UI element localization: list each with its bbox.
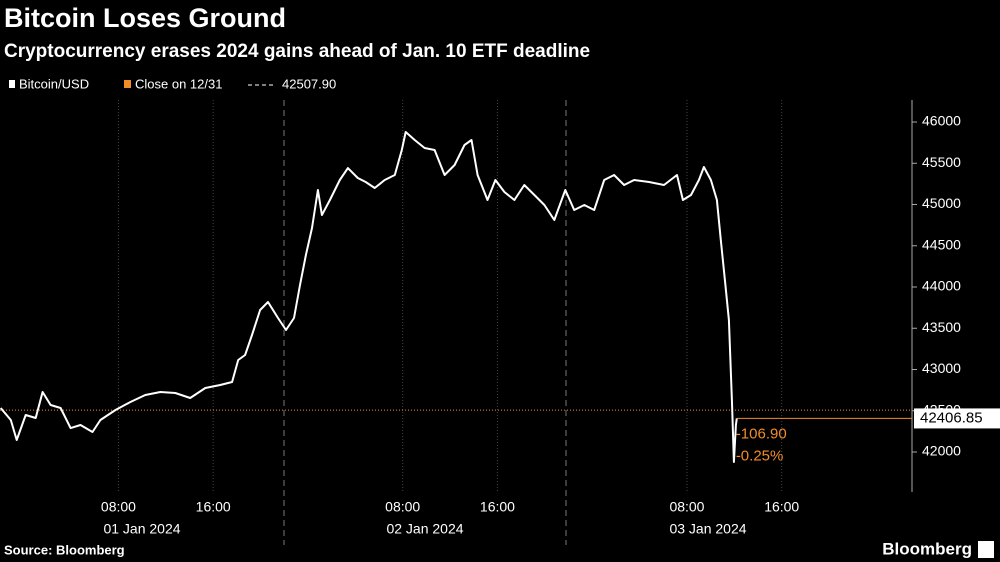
- x-tick-label: 16:00: [764, 499, 799, 515]
- line: [0, 131, 738, 463]
- y-tick-label: 44000: [922, 278, 961, 294]
- x-tick-label: 16:00: [196, 499, 231, 515]
- source: Source: Bloomberg: [4, 542, 125, 557]
- last-value-box: [914, 408, 1000, 429]
- brand: Bloomberg: [882, 539, 972, 558]
- chart-title: Bitcoin Loses Ground: [4, 3, 286, 33]
- y-tick-label: 46000: [922, 113, 961, 129]
- day-label: 01 Jan 2024: [103, 521, 180, 537]
- x-tick-label: 16:00: [480, 499, 515, 515]
- legend-label: Close on 12/31: [135, 76, 222, 91]
- legend-value: 42507.90: [282, 76, 336, 91]
- day-label: 02 Jan 2024: [386, 521, 463, 537]
- legend-label: Bitcoin/USD: [19, 76, 89, 91]
- annotation: -0.25%: [736, 447, 784, 464]
- legend-swatch: [9, 80, 15, 88]
- chart-subtitle: Cryptocurrency erases 2024 gains ahead o…: [4, 41, 590, 62]
- x-tick-label: 08:00: [669, 499, 704, 515]
- y-tick-label: 45000: [922, 195, 961, 211]
- last-value-label: 42406.85: [920, 409, 983, 426]
- y-tick-label: 44500: [922, 236, 961, 252]
- y-tick-label: 43000: [922, 360, 961, 376]
- legend-swatch: [124, 80, 131, 88]
- x-tick-label: 08:00: [101, 499, 136, 515]
- y-tick-label: 42000: [922, 443, 961, 459]
- day-label: 03 Jan 2024: [669, 521, 746, 537]
- y-tick-label: 45500: [922, 154, 961, 170]
- y-tick-label: 43500: [922, 319, 961, 335]
- x-tick-label: 08:00: [385, 499, 420, 515]
- annotation: -106.90: [736, 425, 787, 442]
- brand-icon: [978, 541, 994, 558]
